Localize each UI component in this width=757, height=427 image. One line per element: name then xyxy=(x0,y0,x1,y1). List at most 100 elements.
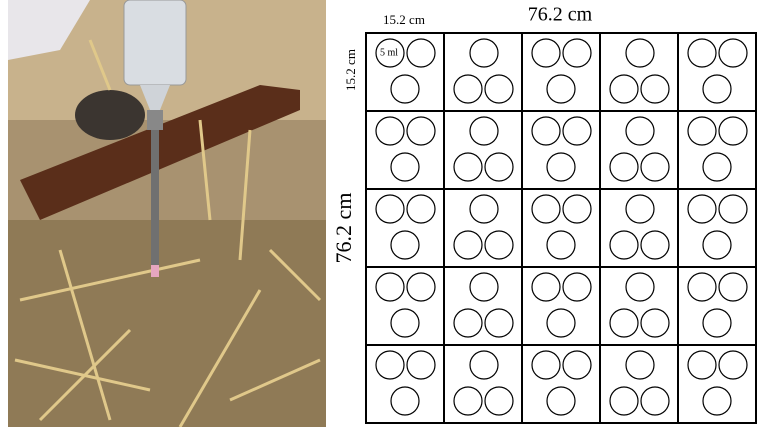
cell xyxy=(677,344,757,424)
sample-circle xyxy=(375,350,405,380)
sample-circle xyxy=(484,152,514,182)
sample-circle xyxy=(609,230,639,260)
sample-circle xyxy=(687,116,717,146)
sample-circle xyxy=(406,116,436,146)
plot-grid xyxy=(365,32,757,424)
volume-label: 5 ml xyxy=(380,47,398,58)
sample-circle xyxy=(625,272,655,302)
sample-circle xyxy=(406,38,436,68)
sample-circle xyxy=(702,152,732,182)
cell xyxy=(599,188,679,268)
sample-circle xyxy=(609,386,639,416)
sample-circle xyxy=(546,152,576,182)
sample-circle xyxy=(453,152,483,182)
sample-circle xyxy=(562,350,592,380)
sample-circle xyxy=(469,116,499,146)
sample-circle xyxy=(406,272,436,302)
cell xyxy=(365,266,445,346)
cell xyxy=(443,110,523,190)
sample-circle xyxy=(609,152,639,182)
cell xyxy=(365,188,445,268)
sample-circle xyxy=(453,386,483,416)
sample-circle xyxy=(640,386,670,416)
sample-circle xyxy=(718,194,748,224)
sample-circle xyxy=(718,350,748,380)
sample-circle xyxy=(469,194,499,224)
sample-circle xyxy=(625,194,655,224)
cell xyxy=(365,344,445,424)
sample-circle xyxy=(390,308,420,338)
sample-circle xyxy=(531,194,561,224)
cell xyxy=(365,110,445,190)
cell xyxy=(677,266,757,346)
sample-circle xyxy=(531,272,561,302)
sample-circle xyxy=(484,386,514,416)
sample-circle xyxy=(609,308,639,338)
sample-circle xyxy=(375,38,405,68)
cell xyxy=(443,344,523,424)
sample-circle xyxy=(375,194,405,224)
sample-circle xyxy=(702,308,732,338)
sample-circle xyxy=(469,272,499,302)
cell xyxy=(521,266,601,346)
sample-circle xyxy=(531,38,561,68)
cell xyxy=(599,110,679,190)
sample-circle xyxy=(640,308,670,338)
sample-circle xyxy=(390,74,420,104)
sample-circle xyxy=(531,350,561,380)
sample-circle xyxy=(406,350,436,380)
sample-circle xyxy=(687,194,717,224)
sample-circle xyxy=(702,230,732,260)
sample-circle xyxy=(469,38,499,68)
sample-circle xyxy=(390,152,420,182)
sample-circle xyxy=(687,272,717,302)
cell xyxy=(599,344,679,424)
sample-circle xyxy=(625,350,655,380)
sample-circle xyxy=(562,272,592,302)
sample-circle xyxy=(546,386,576,416)
sample-circle xyxy=(640,74,670,104)
top-total-label: 76.2 cm xyxy=(528,4,593,26)
sample-circle xyxy=(484,230,514,260)
sample-circle xyxy=(546,308,576,338)
left-cell-label: 15.2 cm xyxy=(343,49,358,91)
sample-circle xyxy=(702,74,732,104)
cell xyxy=(599,266,679,346)
sample-circle xyxy=(718,272,748,302)
top-cell-label: 15.2 cm xyxy=(383,12,425,27)
sample-circle xyxy=(640,152,670,182)
sample-circle xyxy=(453,74,483,104)
sample-circle xyxy=(375,116,405,146)
sample-circle xyxy=(390,230,420,260)
cell xyxy=(599,32,679,112)
cell xyxy=(677,32,757,112)
cell xyxy=(677,110,757,190)
left-total-label: 76.2 cm xyxy=(331,193,356,264)
cell xyxy=(443,188,523,268)
sample-circle xyxy=(390,386,420,416)
cell xyxy=(677,188,757,268)
sample-circle xyxy=(531,116,561,146)
sample-circle xyxy=(546,230,576,260)
sample-circle xyxy=(718,38,748,68)
sample-circle xyxy=(718,116,748,146)
sample-circle xyxy=(484,308,514,338)
sample-circle xyxy=(562,194,592,224)
cell xyxy=(443,32,523,112)
sample-circle xyxy=(609,74,639,104)
field-photo xyxy=(8,0,326,427)
sample-circle xyxy=(640,230,670,260)
sample-circle xyxy=(453,230,483,260)
sample-circle xyxy=(453,308,483,338)
sample-circle xyxy=(687,38,717,68)
sample-circle xyxy=(687,350,717,380)
sample-circle xyxy=(375,272,405,302)
sample-circle xyxy=(469,350,499,380)
cell xyxy=(443,266,523,346)
sample-circle xyxy=(625,116,655,146)
sample-circle xyxy=(484,74,514,104)
sample-circle xyxy=(562,38,592,68)
sample-circle xyxy=(406,194,436,224)
